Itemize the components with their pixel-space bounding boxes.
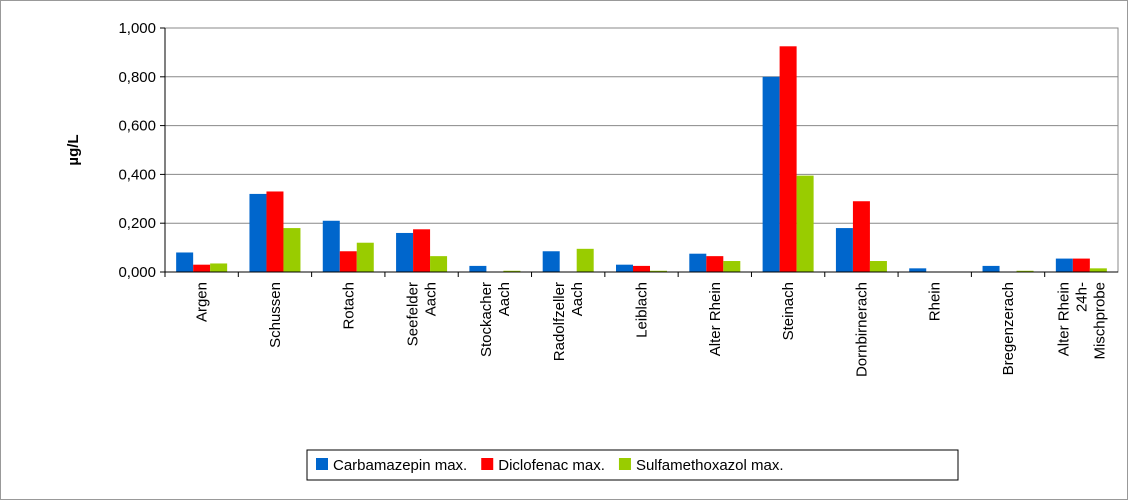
bar	[852, 201, 870, 272]
legend-swatch	[316, 458, 328, 470]
bar	[1055, 258, 1073, 272]
y-tick-label: 0,600	[118, 118, 156, 135]
bar	[322, 220, 340, 272]
y-tick-label: 0,400	[118, 166, 156, 183]
bar	[723, 261, 741, 272]
bar	[249, 193, 267, 272]
legend-label: Carbamazepin max.	[333, 457, 467, 474]
bar	[796, 175, 814, 272]
bar	[503, 270, 521, 272]
bar	[689, 253, 707, 272]
bar	[633, 265, 650, 272]
x-tick-label: StockacherAach	[478, 282, 513, 357]
legend-label: Sulfamethoxazol max.	[636, 457, 784, 474]
bar	[762, 76, 780, 272]
bar	[283, 228, 301, 272]
bar	[982, 265, 1000, 272]
y-axis-label: µg/L	[65, 134, 82, 165]
bar	[396, 232, 414, 272]
x-tick-label: Rotach	[340, 282, 357, 330]
bar	[542, 251, 560, 272]
x-tick-label: Argen	[194, 282, 211, 322]
x-tick-label: Alter Rhein	[707, 282, 724, 356]
x-tick-label: Bregenzerach	[1000, 282, 1017, 375]
bar	[650, 270, 667, 272]
x-tick-label: RadolfzellerAach	[551, 282, 586, 361]
bar	[1016, 270, 1034, 272]
bar	[193, 264, 211, 272]
legend-swatch	[618, 458, 631, 470]
bar	[176, 252, 194, 272]
bar	[835, 228, 853, 272]
bar	[1072, 258, 1090, 272]
y-tick-label: 0,800	[118, 69, 156, 86]
bar	[706, 256, 724, 272]
bar	[413, 229, 431, 272]
bar	[469, 265, 487, 272]
x-tick-label: Rhein	[927, 282, 944, 321]
x-tick-label: Leiblach	[634, 282, 651, 338]
bar	[356, 242, 374, 272]
x-tick-label: SeefelderAach	[405, 282, 440, 346]
legend-swatch	[481, 458, 494, 470]
bar	[266, 191, 284, 272]
legend	[306, 449, 959, 481]
bar	[576, 248, 594, 272]
x-tick-label: Dornbirnerach	[853, 282, 870, 377]
bar	[869, 261, 887, 272]
y-tick-label: 0,000	[118, 264, 156, 281]
bar	[616, 264, 633, 272]
bar	[909, 268, 927, 272]
bar	[210, 263, 228, 272]
legend-label: Diclofenac max.	[498, 457, 605, 474]
bar	[430, 256, 448, 272]
x-tick-label: Steinach	[780, 282, 797, 340]
x-tick-label: Schussen	[267, 282, 284, 348]
plot-area	[164, 27, 1119, 273]
bar	[339, 251, 357, 272]
bar	[779, 46, 797, 272]
y-tick-label: 0,200	[118, 215, 156, 232]
y-tick-label: 1,000	[118, 20, 156, 37]
x-tick-label: Alter Rhein24h-Mischprobe	[1055, 282, 1108, 360]
bar	[1089, 268, 1107, 272]
